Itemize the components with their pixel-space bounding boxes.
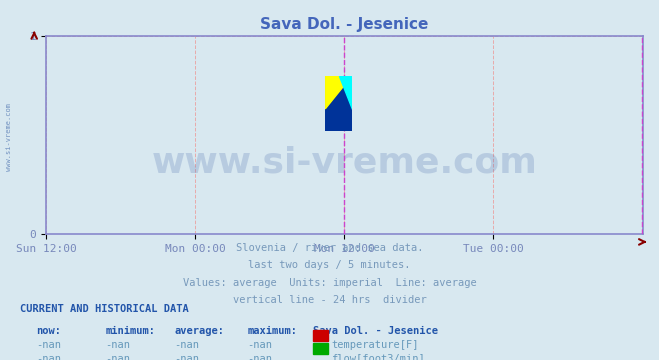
Text: Slovenia / river and sea data.: Slovenia / river and sea data. <box>236 243 423 253</box>
Text: CURRENT AND HISTORICAL DATA: CURRENT AND HISTORICAL DATA <box>20 304 188 314</box>
Text: www.si-vreme.com: www.si-vreme.com <box>5 103 12 171</box>
Title: Sava Dol. - Jesenice: Sava Dol. - Jesenice <box>260 17 428 32</box>
Text: average:: average: <box>175 326 225 336</box>
Text: -nan: -nan <box>175 354 200 360</box>
Text: -nan: -nan <box>247 354 272 360</box>
Text: temperature[F]: temperature[F] <box>331 340 419 350</box>
Text: -nan: -nan <box>36 340 61 350</box>
Text: maximum:: maximum: <box>247 326 297 336</box>
Text: www.si-vreme.com: www.si-vreme.com <box>152 146 537 180</box>
Text: -nan: -nan <box>105 354 130 360</box>
Text: minimum:: minimum: <box>105 326 156 336</box>
Text: flow[foot3/min]: flow[foot3/min] <box>331 354 425 360</box>
Text: now:: now: <box>36 326 61 336</box>
Text: -nan: -nan <box>175 340 200 350</box>
Text: -nan: -nan <box>105 340 130 350</box>
Text: Sava Dol. - Jesenice: Sava Dol. - Jesenice <box>313 326 438 336</box>
Text: -nan: -nan <box>247 340 272 350</box>
Text: last two days / 5 minutes.: last two days / 5 minutes. <box>248 260 411 270</box>
Text: Values: average  Units: imperial  Line: average: Values: average Units: imperial Line: av… <box>183 278 476 288</box>
Text: vertical line - 24 hrs  divider: vertical line - 24 hrs divider <box>233 295 426 305</box>
Text: -nan: -nan <box>36 354 61 360</box>
